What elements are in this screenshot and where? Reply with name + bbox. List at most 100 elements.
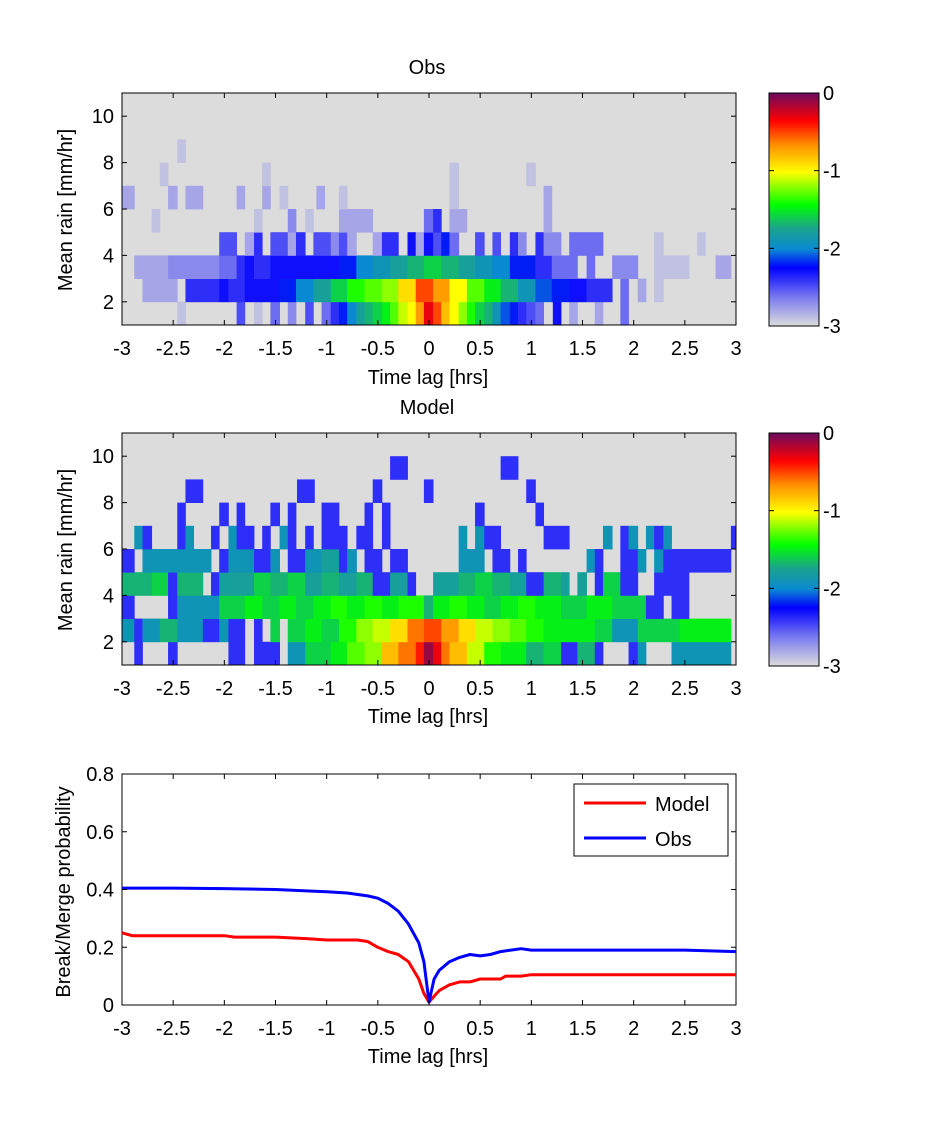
obs-heatmap-cell	[407, 301, 417, 326]
line-x-tick-label: 1	[526, 1018, 537, 1040]
model-heatmap-cell	[654, 549, 664, 573]
model-heatmap-cell	[466, 641, 485, 666]
model-heatmap-cell	[637, 641, 647, 666]
model-heatmap-cell	[602, 525, 613, 550]
line-y-axis-label: Break/Merge probability	[53, 786, 75, 997]
series-line-obs	[122, 886, 737, 1004]
line-y-tick-label: 0	[103, 995, 114, 1017]
model-heatmap-cell	[372, 618, 391, 643]
obs-y-tick-label: 8	[103, 153, 114, 175]
obs-heatmap-cell	[484, 278, 502, 303]
model-heatmap-cell	[526, 572, 545, 596]
model-heatmap-cell	[296, 479, 315, 503]
obs-x-tick-label: 0	[423, 338, 434, 360]
model-heatmap-cell	[228, 618, 246, 643]
obs-heatmap-cell	[509, 232, 519, 256]
model-y-tick-label: 2	[103, 632, 114, 654]
model-x-tick-label: 0	[423, 678, 434, 700]
model-heatmap-cell	[407, 572, 417, 596]
obs-heatmap-cell	[347, 232, 357, 256]
obs-colorbar-tick-label: -3	[823, 316, 841, 338]
model-heatmap-cell	[663, 525, 672, 550]
obs-heatmap-cell	[433, 209, 442, 233]
model-heatmap-cell	[295, 595, 314, 619]
model-heatmap-cell	[330, 641, 348, 666]
obs-heatmap-cell	[338, 185, 348, 210]
obs-heatmap-cell	[287, 255, 314, 279]
obs-heatmap-cell	[594, 301, 604, 326]
model-y-tick-label: 8	[103, 493, 114, 515]
model-heatmap-cell	[122, 618, 135, 643]
obs-heatmap-cell	[364, 278, 383, 303]
model-heatmap-cell	[407, 618, 425, 643]
obs-heatmap-cell	[466, 301, 476, 326]
obs-heatmap-cell	[586, 255, 596, 279]
model-heatmap-cell	[441, 618, 460, 643]
model-heatmap-cell	[122, 572, 153, 596]
obs-heatmap-cell	[475, 301, 485, 326]
model-heatmap-cell	[177, 618, 204, 643]
obs-heatmap-cell	[219, 232, 238, 256]
model-heatmap-cell	[475, 525, 485, 550]
model-heatmap-cell	[423, 641, 434, 666]
model-heatmap-cell	[561, 641, 578, 666]
obs-heatmap-cell	[551, 278, 570, 303]
model-heatmap-cell	[347, 595, 365, 619]
model-heatmap-cell	[364, 549, 374, 573]
break-merge-line-panel: -3 -2.5 -2 -1.5 -1 -0.5 0 0.5 1 1.5 2 2.5 3 0 0.2 0.4 0.…	[53, 764, 742, 1068]
obs-heatmap-cell	[654, 255, 690, 279]
model-heatmap-cell	[390, 549, 408, 573]
model-heatmap-cells	[122, 456, 737, 666]
model-heatmap-cell	[287, 525, 297, 550]
model-y-axis-label: Mean rain [mm/hr]	[55, 469, 77, 631]
model-heatmap-cell	[458, 618, 476, 643]
model-heatmap-cell	[509, 572, 527, 596]
model-heatmap-cell	[364, 502, 374, 527]
model-heatmap-cell	[305, 549, 322, 573]
obs-heatmap-cell	[244, 278, 263, 303]
model-heatmap-cell	[433, 641, 442, 666]
line-axis-ticks: -3 -2.5 -2 -1.5 -1 -0.5 0 0.5 1 1.5 2 2.5 3 0 0.2 0.4 0.…	[86, 764, 741, 1040]
obs-x-axis-label: Time lag [hrs]	[368, 367, 488, 389]
obs-heatmap-panel: Obs -3 -2.5 -2 -1.5 -1 -0.5 0 0.5 1 1.5 2 2.5 3 2 4 6 8 1…	[55, 57, 841, 389]
obs-heatmap-cell	[620, 278, 629, 303]
model-heatmap-cell	[535, 502, 545, 527]
obs-x-tick-label: -2	[215, 338, 233, 360]
model-heatmap-cell	[577, 641, 596, 666]
model-heatmap-cell	[244, 595, 263, 619]
obs-heatmap-cell	[381, 278, 399, 303]
obs-heatmap-cell	[316, 185, 326, 210]
model-heatmap-cell	[236, 641, 246, 666]
obs-heatmap-cell	[466, 278, 485, 303]
obs-heatmap-cell	[151, 209, 161, 233]
model-x-tick-label: 2.5	[671, 678, 699, 700]
model-heatmap-cell	[433, 572, 460, 596]
obs-heatmap-cell	[390, 301, 399, 326]
model-heatmap-cell	[423, 595, 434, 619]
line-y-tick-label: 0.6	[86, 822, 114, 844]
model-heatmap-cell	[398, 595, 425, 619]
model-heatmap-cell	[122, 595, 135, 619]
obs-heatmap-cell	[441, 232, 450, 256]
model-heatmap-cell	[270, 641, 280, 666]
obs-heatmap-cell	[381, 232, 399, 256]
model-heatmap-cell	[628, 641, 639, 666]
model-heatmap-cell	[620, 525, 629, 550]
model-x-tick-label: -1	[318, 678, 336, 700]
model-x-tick-label: 3	[730, 678, 741, 700]
obs-heatmap-cell	[433, 301, 442, 326]
model-heatmap-cell	[321, 502, 340, 527]
model-heatmap-cell	[254, 641, 263, 666]
obs-heatmap-cell	[270, 301, 280, 326]
obs-heatmap-cell	[398, 278, 417, 303]
line-x-tick-label: 0	[423, 1018, 434, 1040]
obs-heatmap-cell	[219, 255, 238, 279]
obs-heatmap-cell	[715, 255, 732, 279]
obs-heatmap-cell	[543, 209, 553, 233]
model-heatmap-cell	[134, 641, 143, 666]
model-heatmap-cell	[202, 618, 220, 643]
model-heatmap-cell	[543, 618, 570, 643]
model-heatmap-cell	[492, 618, 511, 643]
obs-heatmap-cell	[236, 301, 246, 326]
model-heatmap-cell	[185, 549, 212, 573]
